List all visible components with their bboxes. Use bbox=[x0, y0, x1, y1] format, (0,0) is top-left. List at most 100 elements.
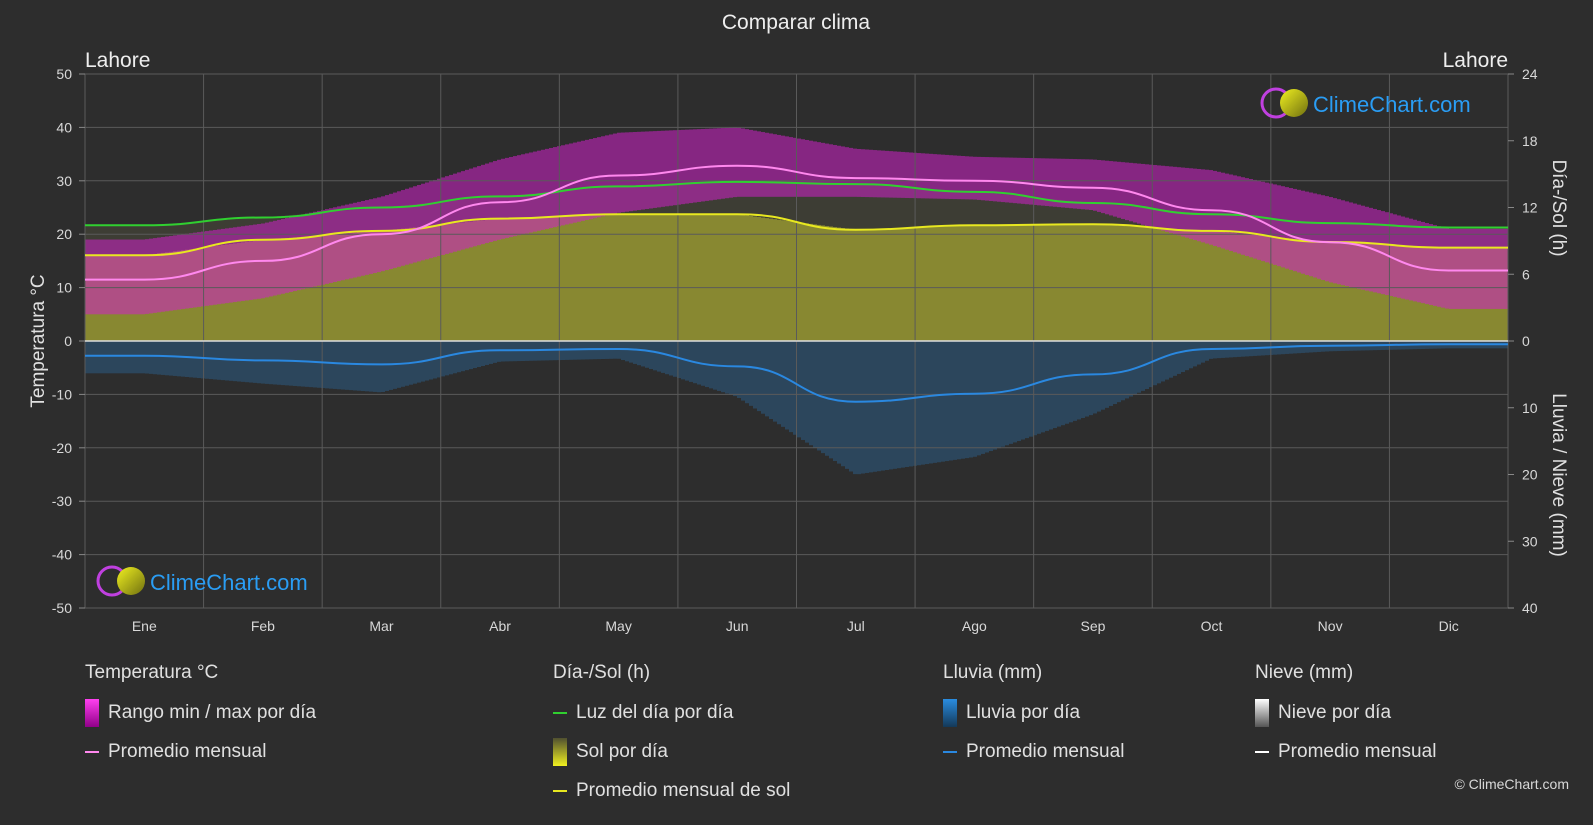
rain-bar bbox=[289, 341, 293, 386]
sunshine-bar bbox=[977, 225, 981, 341]
temp-range-bar bbox=[585, 139, 589, 220]
temp-range-bar bbox=[1325, 196, 1329, 282]
legend-title: Lluvia (mm) bbox=[943, 662, 1043, 683]
rain-bar bbox=[665, 341, 669, 375]
rain-bar bbox=[977, 341, 981, 456]
rain-bar bbox=[1193, 341, 1197, 367]
temp-range-bar bbox=[1185, 167, 1189, 238]
temp-range-bar bbox=[137, 239, 141, 315]
rain-bar bbox=[937, 341, 941, 463]
rain-bar bbox=[101, 341, 105, 374]
sunshine-bar bbox=[1089, 224, 1093, 341]
rain-bar bbox=[113, 341, 117, 374]
temp-range-bar bbox=[981, 156, 985, 201]
temp-range-bar bbox=[965, 156, 969, 200]
rain-bar bbox=[781, 341, 785, 427]
temp-range-bar bbox=[473, 167, 477, 247]
rain-bar bbox=[749, 341, 753, 406]
sunshine-bar bbox=[357, 232, 361, 341]
y-left-tick-label: -40 bbox=[52, 547, 72, 563]
rain-bar bbox=[345, 341, 349, 390]
rain-bar bbox=[585, 341, 589, 360]
sunshine-bar bbox=[1033, 224, 1037, 341]
sunshine-bar bbox=[497, 218, 501, 341]
sunshine-bar bbox=[641, 214, 645, 341]
sunshine-bar bbox=[1349, 242, 1353, 341]
temp-range-bar bbox=[833, 145, 837, 197]
rain-bar bbox=[389, 341, 393, 390]
sunshine-bar bbox=[1333, 242, 1337, 341]
sunshine-bar bbox=[1233, 233, 1237, 341]
rain-bar bbox=[261, 341, 265, 384]
legend-item: Sol por día bbox=[553, 738, 790, 766]
rain-bar bbox=[193, 341, 197, 378]
temp-range-bar bbox=[85, 239, 89, 315]
y-right-bottom-tick-label: 20 bbox=[1522, 467, 1538, 483]
temp-range-bar bbox=[709, 128, 713, 201]
rain-bar bbox=[873, 341, 877, 472]
rain-bar bbox=[1145, 341, 1149, 389]
temp-range-bar bbox=[1421, 221, 1425, 304]
rain-bar bbox=[929, 341, 933, 464]
rain-bar bbox=[493, 341, 497, 363]
sunshine-bar bbox=[1369, 243, 1373, 341]
sunshine-bar bbox=[749, 215, 753, 341]
sunshine-bar bbox=[573, 215, 577, 341]
rain-bar bbox=[881, 341, 885, 471]
temp-range-bar bbox=[1101, 160, 1105, 214]
rain-bar bbox=[301, 341, 305, 387]
sunshine-bar bbox=[1157, 227, 1161, 341]
temp-range-bar bbox=[157, 237, 161, 313]
rain-bar bbox=[769, 341, 773, 419]
sunshine-bar bbox=[849, 229, 853, 341]
temp-range-bar bbox=[169, 235, 173, 311]
sunshine-bar bbox=[1353, 243, 1357, 341]
temp-range-bar bbox=[1277, 185, 1281, 267]
sunshine-bar bbox=[429, 225, 433, 341]
temp-range-bar bbox=[885, 150, 889, 198]
sunshine-bar bbox=[617, 214, 621, 341]
sunshine-bar bbox=[1281, 237, 1285, 341]
temp-range-bar bbox=[713, 128, 717, 200]
sunshine-bar bbox=[1125, 226, 1129, 341]
sunshine-bar bbox=[309, 236, 313, 341]
chart-title: Comparar clima bbox=[722, 11, 871, 34]
sunshine-bar bbox=[549, 216, 553, 341]
sunshine-bar bbox=[1273, 236, 1277, 341]
sun-avg-swatch bbox=[553, 790, 567, 792]
temp-range-bar bbox=[1281, 186, 1285, 268]
sunshine-bar bbox=[457, 222, 461, 341]
temp-range-bar bbox=[825, 143, 829, 197]
rain-bar bbox=[125, 341, 129, 374]
rain-bar bbox=[189, 341, 193, 378]
sunshine-bar bbox=[801, 222, 805, 341]
temp-range-bar bbox=[1205, 169, 1209, 244]
rain-bar bbox=[277, 341, 281, 385]
rain-bar bbox=[745, 341, 749, 404]
temp-range-bar bbox=[565, 144, 569, 225]
y-right-top-tick-label: 6 bbox=[1522, 266, 1530, 282]
temp-range-bar bbox=[993, 157, 997, 202]
sunshine-bar bbox=[317, 235, 321, 341]
sunshine-bar bbox=[885, 228, 889, 341]
sunshine-bar bbox=[1265, 236, 1269, 341]
legend-item: Lluvia por día bbox=[943, 699, 1124, 727]
rain-bar bbox=[121, 341, 125, 374]
sunshine-bar bbox=[353, 232, 357, 341]
temp-range-bar bbox=[249, 225, 253, 300]
sunshine-bar bbox=[925, 227, 929, 341]
temp-range-bar bbox=[193, 232, 197, 308]
sunshine-bar bbox=[1181, 229, 1185, 341]
temp-range-swatch bbox=[85, 699, 99, 727]
sunshine-bar bbox=[361, 232, 365, 341]
rain-bar bbox=[313, 341, 317, 388]
temp-range-bar bbox=[1489, 228, 1493, 309]
rain-bar bbox=[369, 341, 373, 392]
sunshine-bar bbox=[1357, 243, 1361, 341]
rain-bar bbox=[353, 341, 357, 391]
rain-bar bbox=[325, 341, 329, 389]
temp-range-bar bbox=[897, 151, 901, 198]
sunshine-bar bbox=[753, 216, 757, 341]
temp-range-bar bbox=[501, 158, 505, 239]
rain-bar bbox=[1197, 341, 1201, 365]
